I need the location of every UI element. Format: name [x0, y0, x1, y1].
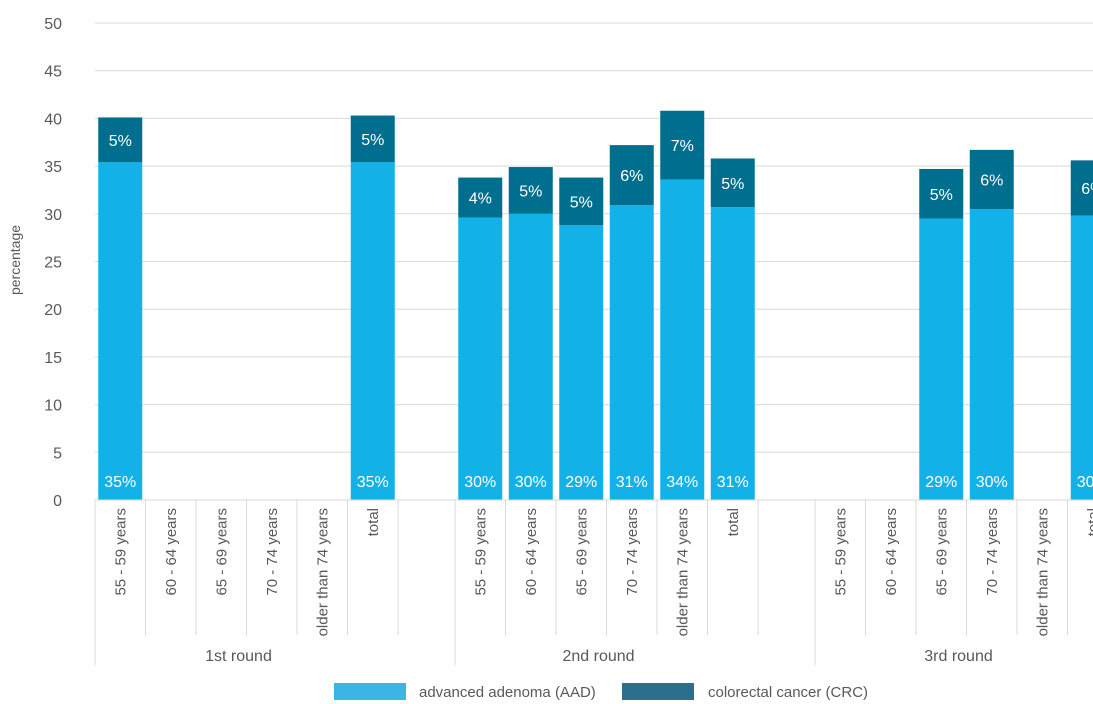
- data-label-aad: 30%: [976, 474, 1008, 491]
- y-tick-label: 40: [44, 111, 62, 128]
- data-label-aad: 29%: [565, 474, 597, 491]
- bar-crc: [1070, 160, 1093, 216]
- data-label-crc: 5%: [361, 132, 384, 149]
- data-label-crc: 6%: [980, 172, 1003, 189]
- legend-label-aad: advanced adenoma (AAD): [419, 684, 596, 701]
- x-category-label: 60 - 64 years: [883, 508, 900, 596]
- data-label-crc: 5%: [109, 133, 132, 150]
- bar-crc: [458, 177, 503, 218]
- data-label-aad: 35%: [104, 474, 136, 491]
- data-label-aad: 30%: [464, 474, 496, 491]
- x-category-label: total: [1085, 508, 1093, 536]
- bar-aad: [1070, 215, 1093, 500]
- x-axis: 55 - 59 years 60 - 64 years 65 - 69 years 7…: [94, 499, 1093, 665]
- data-label-aad: 31%: [616, 474, 648, 491]
- x-category-label: older than 74 years: [674, 508, 691, 636]
- y-tick-label: 30: [44, 207, 62, 224]
- x-category-label: total: [725, 508, 742, 536]
- x-group-label: 1st round: [205, 648, 272, 665]
- bar-crc: [508, 167, 553, 214]
- data-label-aad: 30%: [1077, 474, 1093, 491]
- x-category-label: older than 74 years: [314, 508, 331, 636]
- data-label-crc: 4%: [469, 191, 492, 208]
- data-label-aad: 30%: [515, 474, 547, 491]
- data-label-crc: 5%: [930, 187, 953, 204]
- legend: advanced adenoma (AAD) colorectal cancer…: [334, 683, 868, 701]
- y-tick-label: 45: [44, 64, 62, 81]
- bar-aad: [660, 179, 705, 500]
- bar-aad: [98, 162, 143, 500]
- legend-swatch-crc: [622, 683, 694, 700]
- bars: 5% 35% 5% 35% 4% 30% 5% 30% 5% 29% 6% 31% 7% 34% 5% 31%…: [98, 110, 1093, 501]
- bar-crc: [559, 177, 604, 226]
- x-category-label: 70 - 74 years: [984, 508, 1001, 596]
- x-category-label: 55 - 59 years: [112, 508, 129, 596]
- y-axis-label: percentage: [7, 225, 23, 295]
- data-label-crc: 6%: [1081, 181, 1093, 198]
- y-tick-label: 50: [44, 16, 62, 33]
- data-label-aad: 34%: [666, 474, 698, 491]
- x-category-label: 65 - 69 years: [573, 508, 590, 596]
- y-tick-label: 5: [53, 445, 62, 462]
- x-category-label: total: [365, 508, 382, 536]
- data-label-crc: 5%: [519, 183, 542, 200]
- data-label-crc: 7%: [671, 138, 694, 155]
- bar-aad: [559, 225, 604, 501]
- y-tick-label: 20: [44, 302, 62, 319]
- x-category-label: 55 - 59 years: [832, 508, 849, 596]
- data-label-crc: 5%: [721, 176, 744, 193]
- bar-crc: [609, 145, 654, 206]
- data-label-aad: 29%: [925, 474, 957, 491]
- y-tick-label: 25: [44, 255, 62, 272]
- y-axis-ticks: 0 5 10 15 20 25 30 35 40 45 50: [44, 16, 62, 510]
- y-tick-label: 0: [53, 493, 62, 510]
- x-group-label: 3rd round: [924, 648, 993, 665]
- y-tick-label: 15: [44, 350, 62, 367]
- bar-crc: [350, 115, 395, 163]
- data-label-aad: 31%: [717, 474, 749, 491]
- data-label-crc: 6%: [620, 168, 643, 185]
- bar-aad: [969, 209, 1014, 500]
- x-group-label: 2nd round: [562, 648, 634, 665]
- bar-crc: [919, 168, 964, 219]
- bar-aad: [350, 162, 395, 500]
- data-label-aad: 35%: [357, 474, 389, 491]
- x-category-label: older than 74 years: [1034, 508, 1051, 636]
- bar-crc: [710, 158, 755, 208]
- x-category-label: 70 - 74 years: [264, 508, 281, 596]
- y-tick-label: 10: [44, 398, 62, 415]
- x-category-label: 60 - 64 years: [163, 508, 180, 596]
- x-category-label: 55 - 59 years: [472, 508, 489, 596]
- x-category-label: 65 - 69 years: [933, 508, 950, 596]
- bar-aad: [458, 217, 503, 500]
- x-category-label: 65 - 69 years: [213, 508, 230, 596]
- legend-swatch-aad: [334, 683, 406, 700]
- data-label-crc: 5%: [570, 194, 593, 211]
- y-tick-label: 35: [44, 159, 62, 176]
- bar-crc: [98, 117, 143, 163]
- x-category-label: 60 - 64 years: [523, 508, 540, 596]
- bar-crc: [969, 149, 1014, 210]
- x-category-label: 70 - 74 years: [624, 508, 641, 596]
- bar-aad: [609, 205, 654, 501]
- bar-aad: [508, 213, 553, 501]
- legend-label-crc: colorectal cancer (CRC): [708, 684, 868, 701]
- bar-aad: [919, 218, 964, 500]
- bar-crc: [660, 110, 705, 180]
- bar-aad: [710, 207, 755, 500]
